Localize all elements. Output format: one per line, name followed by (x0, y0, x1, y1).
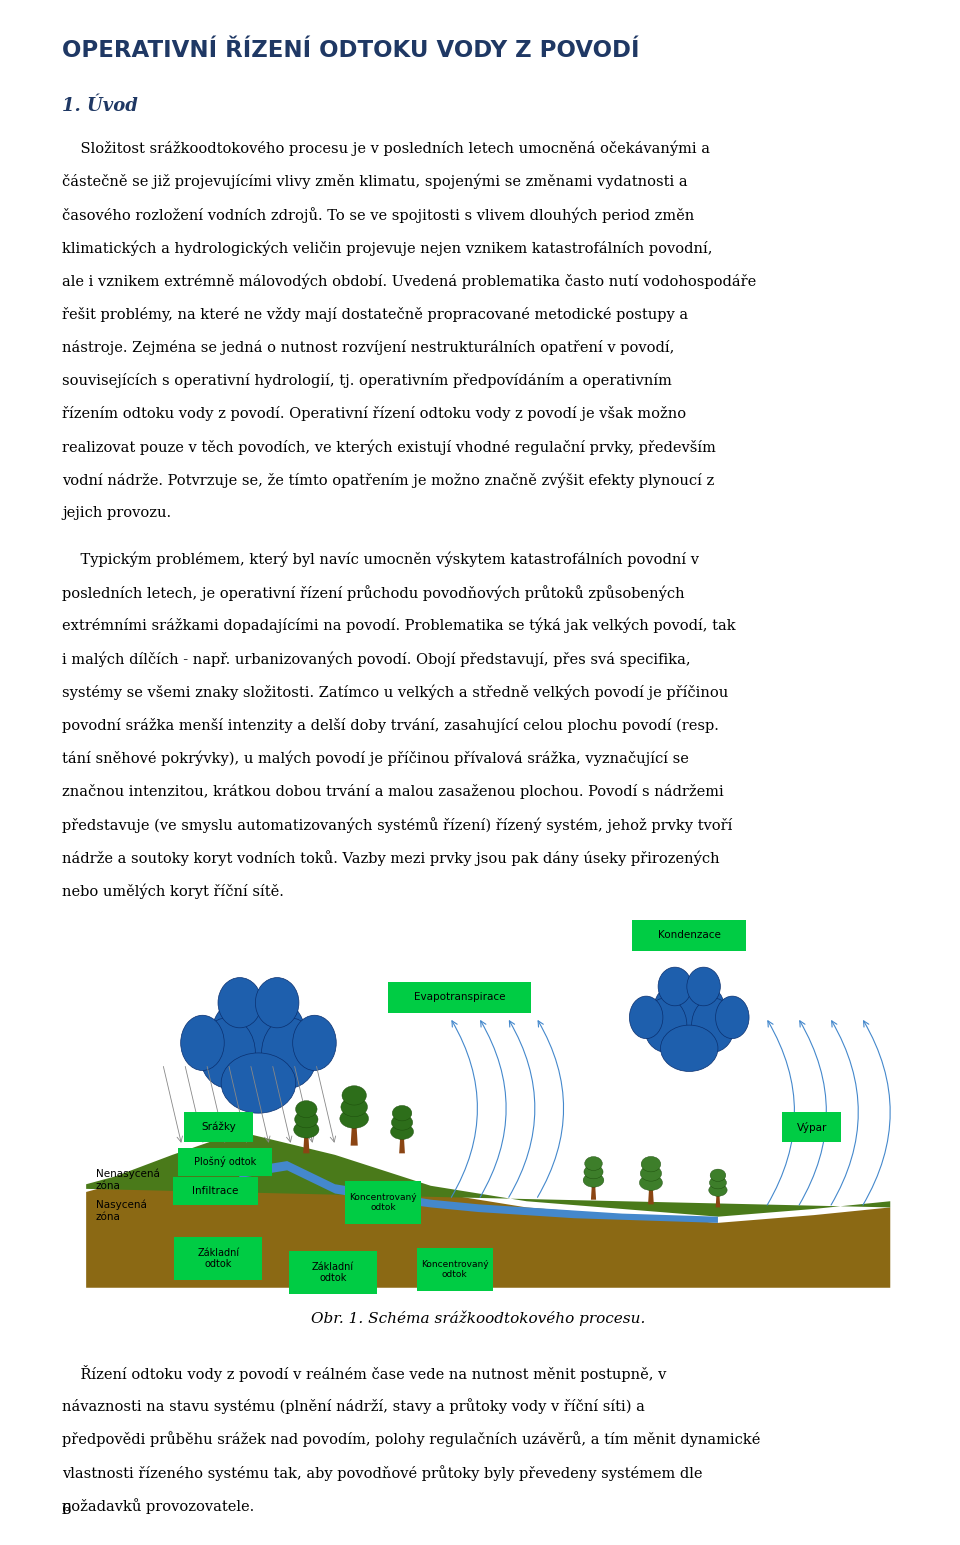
Text: Koncentrovaný
odtok: Koncentrovaný odtok (349, 1193, 417, 1213)
Text: OPERATIVNÍ ŘÍZENÍ ODTOKU VODY Z POVODÍ: OPERATIVNÍ ŘÍZENÍ ODTOKU VODY Z POVODÍ (62, 39, 639, 62)
Text: klimatických a hydrologických veličin projevuje nejen vznikem katastrofálních po: klimatických a hydrologických veličin pr… (62, 239, 712, 256)
Ellipse shape (686, 967, 720, 1006)
Ellipse shape (639, 1174, 662, 1190)
Text: požadavků provozovatele.: požadavků provozovatele. (62, 1497, 254, 1514)
FancyBboxPatch shape (173, 1177, 258, 1205)
Text: 6: 6 (62, 1503, 72, 1517)
Text: posledních letech, je operativní řízení průchodu povodňových průtoků způsobených: posledních letech, je operativní řízení … (62, 584, 684, 601)
Ellipse shape (342, 1086, 367, 1105)
Ellipse shape (261, 1018, 318, 1088)
FancyBboxPatch shape (183, 1112, 252, 1142)
Text: Základní
odtok: Základní odtok (312, 1262, 354, 1282)
Ellipse shape (293, 1015, 336, 1071)
Text: Kondenzace: Kondenzace (658, 930, 721, 941)
Ellipse shape (393, 1105, 412, 1120)
FancyBboxPatch shape (633, 919, 746, 950)
Polygon shape (86, 1131, 890, 1216)
Text: návaznosti na stavu systému (plnění nádrží, stavy a průtoky vody v říční síti) a: návaznosti na stavu systému (plnění nádr… (62, 1398, 645, 1414)
Ellipse shape (212, 992, 305, 1072)
FancyBboxPatch shape (86, 939, 890, 1287)
Text: Koncentrovaný
odtok: Koncentrovaný odtok (420, 1259, 489, 1279)
Ellipse shape (294, 1122, 319, 1139)
Text: Infiltrace: Infiltrace (192, 1187, 239, 1196)
Text: časového rozložení vodních zdrojů. To se ve spojitosti s vlivem dlouhých period : časového rozložení vodních zdrojů. To se… (62, 207, 694, 222)
Text: řízením odtoku vody z povodí. Operativní řízení odtoku vody z povodí je však mož: řízením odtoku vody z povodí. Operativní… (62, 406, 686, 422)
Ellipse shape (341, 1097, 368, 1117)
Text: Typickým problémem, který byl navíc umocněn výskytem katastrofálních povodní v: Typickým problémem, který byl navíc umoc… (62, 552, 699, 567)
Text: značnou intenzitou, krátkou dobou trvání a malou zasaženou plochou. Povodí s nád: značnou intenzitou, krátkou dobou trvání… (62, 783, 724, 799)
Ellipse shape (255, 978, 299, 1027)
Text: Plošný odtok: Plošný odtok (194, 1156, 256, 1168)
Ellipse shape (180, 1015, 225, 1071)
Ellipse shape (715, 997, 749, 1038)
Ellipse shape (641, 1156, 660, 1171)
Ellipse shape (340, 1109, 369, 1128)
Polygon shape (648, 1188, 654, 1204)
FancyBboxPatch shape (417, 1247, 492, 1290)
Ellipse shape (710, 1170, 726, 1182)
Text: realizovat pouze v těch povodích, ve kterých existují vhodné regulační prvky, př: realizovat pouze v těch povodích, ve kte… (62, 439, 716, 456)
Ellipse shape (391, 1123, 414, 1139)
Polygon shape (591, 1185, 596, 1199)
Text: i malých dílčích - např. urbanizovaných povodí. Obojí představují, přes svá spec: i malých dílčích - např. urbanizovaných … (62, 650, 691, 667)
Text: souvisejících s operativní hydrologií, tj. operativním předpovídáním a operativn: souvisejících s operativní hydrologií, t… (62, 372, 672, 388)
Text: Výpar: Výpar (797, 1122, 827, 1132)
Text: tání sněhové pokrývky), u malých povodí je příčinou přívalová srážka, vyznačujíc: tání sněhové pokrývky), u malých povodí … (62, 751, 689, 766)
Ellipse shape (708, 1183, 727, 1196)
FancyBboxPatch shape (178, 1148, 273, 1176)
Ellipse shape (221, 1052, 296, 1112)
Text: Základní
odtok: Základní odtok (197, 1248, 239, 1268)
FancyBboxPatch shape (388, 981, 531, 1012)
Ellipse shape (218, 978, 261, 1027)
Polygon shape (303, 1136, 309, 1153)
Text: Řízení odtoku vody z povodí v reálném čase vede na nutnost měnit postupně, v: Řízení odtoku vody z povodí v reálném ča… (62, 1364, 666, 1383)
Text: nebo umělých koryt říční sítě.: nebo umělých koryt říční sítě. (62, 884, 284, 899)
Polygon shape (350, 1126, 358, 1145)
Ellipse shape (296, 1100, 317, 1117)
Text: Složitost srážkoodtokového procesu je v posledních letech umocněná očekávanými a: Složitost srážkoodtokového procesu je v … (62, 141, 710, 156)
FancyBboxPatch shape (174, 1236, 262, 1279)
Text: systémy se všemi znaky složitosti. Zatímco u velkých a středně velkých povodí je: systémy se všemi znaky složitosti. Zatím… (62, 684, 729, 700)
Ellipse shape (392, 1114, 413, 1129)
Ellipse shape (644, 998, 686, 1052)
Ellipse shape (583, 1173, 604, 1187)
Text: řešit problémy, na které ne vždy mají dostatečně propracované metodické postupy : řešit problémy, na které ne vždy mají do… (62, 306, 688, 321)
Ellipse shape (640, 1165, 661, 1180)
FancyBboxPatch shape (289, 1250, 377, 1293)
Text: povodní srážka menší intenzity a delší doby trvání, zasahující celou plochu povo: povodní srážka menší intenzity a delší d… (62, 717, 719, 732)
Text: nástroje. Zejména se jedná o nutnost rozvíjení nestrukturálních opatření v povod: nástroje. Zejména se jedná o nutnost roz… (62, 340, 675, 355)
Text: vodní nádrže. Potvrzuje se, že tímto opatřením je možno značně zvýšit efekty ply: vodní nádrže. Potvrzuje se, že tímto opa… (62, 473, 714, 488)
Text: částečně se již projevujícími vlivy změn klimatu, spojenými se změnami vydatnost: částečně se již projevujícími vlivy změn… (62, 173, 688, 190)
Polygon shape (239, 1160, 718, 1222)
Ellipse shape (659, 967, 691, 1006)
Text: 1. Úvod: 1. Úvod (62, 97, 138, 116)
Ellipse shape (585, 1157, 602, 1171)
FancyBboxPatch shape (782, 1112, 841, 1142)
Text: představuje (ve smyslu automatizovaných systémů řízení) řízený systém, jehož prv: představuje (ve smyslu automatizovaných … (62, 817, 732, 833)
Polygon shape (399, 1137, 405, 1153)
Ellipse shape (200, 1018, 255, 1088)
Text: extrémními srážkami dopadajícími na povodí. Problematika se týká jak velkých pov: extrémními srážkami dopadajícími na povo… (62, 618, 736, 633)
Polygon shape (715, 1194, 720, 1207)
Ellipse shape (660, 1024, 718, 1071)
Ellipse shape (295, 1111, 318, 1128)
Text: ale i vznikem extrémně málovodých období. Uvedená problematika často nutí vodoho: ale i vznikem extrémně málovodých období… (62, 273, 756, 289)
Text: Evapotranspirace: Evapotranspirace (414, 992, 505, 1003)
Ellipse shape (691, 998, 734, 1052)
Ellipse shape (709, 1176, 727, 1188)
Text: Obr. 1. Schéma srážkoodtokového procesu.: Obr. 1. Schéma srážkoodtokového procesu. (311, 1310, 646, 1327)
FancyBboxPatch shape (345, 1180, 420, 1224)
Ellipse shape (630, 997, 663, 1038)
Polygon shape (86, 1137, 890, 1287)
Text: Srážky: Srážky (201, 1122, 235, 1132)
Text: vlastnosti řízeného systému tak, aby povodňové průtoky byly převedeny systémem d: vlastnosti řízeného systému tak, aby pov… (62, 1465, 703, 1480)
Text: Nasycená
zóna: Nasycená zóna (96, 1199, 147, 1222)
Ellipse shape (584, 1165, 603, 1179)
Text: předpovědi průběhu srážek nad povodím, polohy regulačních uzávěrů, a tím měnit d: předpovědi průběhu srážek nad povodím, p… (62, 1431, 760, 1448)
Text: jejich provozu.: jejich provozu. (62, 505, 171, 521)
Text: Nenasycená
zóna: Nenasycená zóna (96, 1168, 159, 1191)
Text: nádrže a soutoky koryt vodních toků. Vazby mezi prvky jsou pak dány úseky přiroz: nádrže a soutoky koryt vodních toků. Vaz… (62, 850, 720, 867)
Ellipse shape (654, 978, 725, 1040)
